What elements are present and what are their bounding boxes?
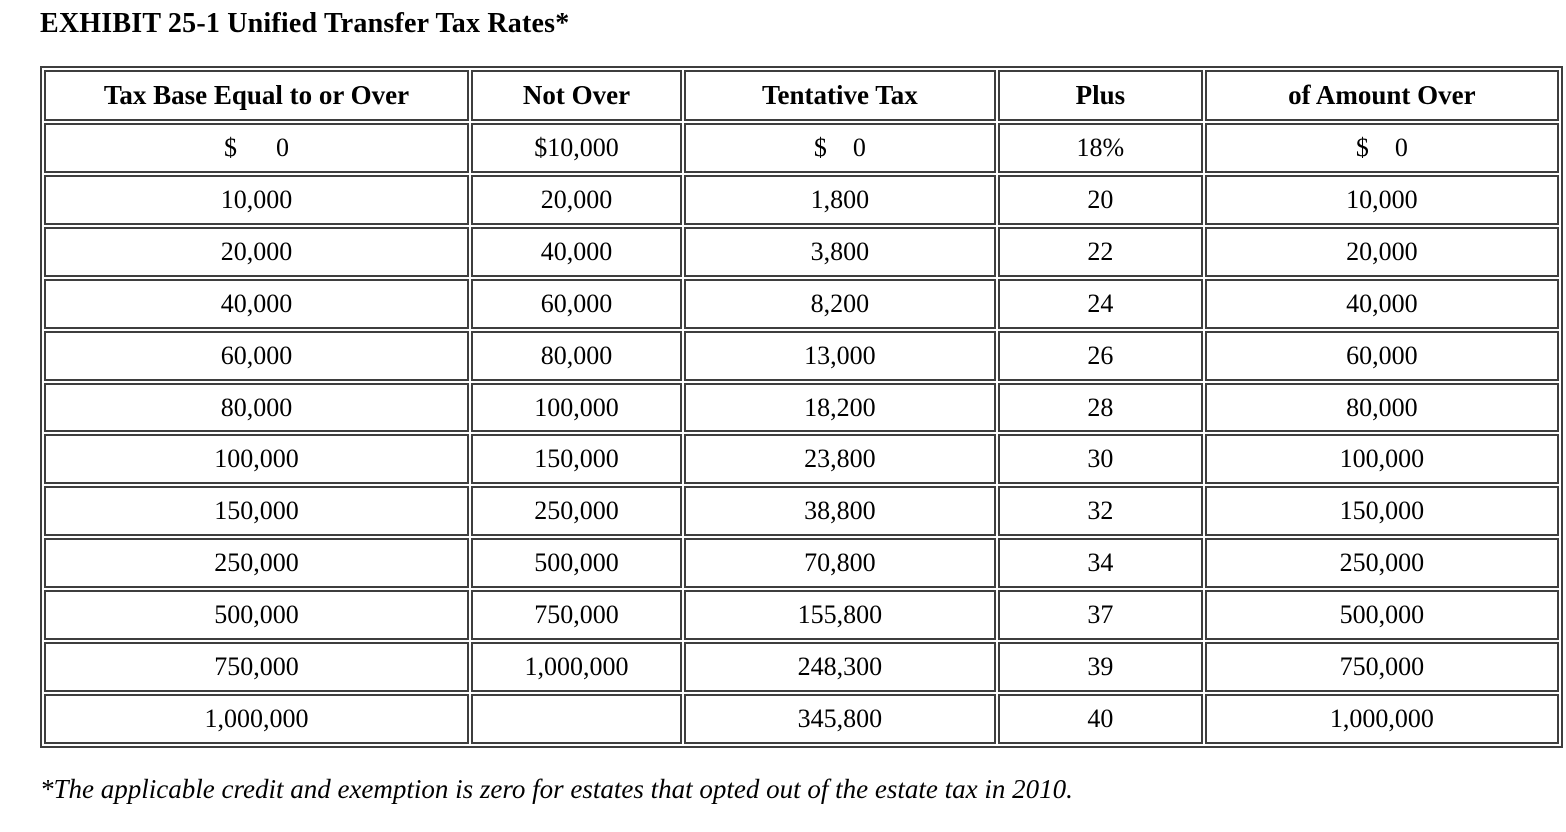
table-cell: 22 bbox=[997, 226, 1203, 277]
table-cell: 20 bbox=[997, 174, 1203, 225]
column-header-plus: Plus bbox=[997, 70, 1203, 122]
table-cell: 40,000 bbox=[1204, 278, 1559, 329]
table-cell: 100,000 bbox=[470, 382, 682, 433]
table-cell: 23,800 bbox=[683, 434, 996, 485]
table-row: 500,000 750,000 155,800 37 500,000 bbox=[44, 590, 1559, 640]
table-row: $ 0 $10,000 $ 0 18% $ 0 bbox=[44, 123, 1559, 173]
table-cell: 60,000 bbox=[470, 278, 682, 329]
table-cell: 100,000 bbox=[44, 434, 469, 485]
table-cell: 80,000 bbox=[44, 382, 469, 433]
table-cell: 345,800 bbox=[683, 693, 996, 744]
table-cell: 37 bbox=[997, 590, 1203, 640]
table-cell: 150,000 bbox=[1204, 486, 1559, 537]
table-cell: 60,000 bbox=[1204, 330, 1559, 381]
table-cell: 18% bbox=[997, 123, 1203, 173]
table-cell: 750,000 bbox=[470, 590, 682, 640]
table-row: 60,000 80,000 13,000 26 60,000 bbox=[44, 330, 1559, 381]
table-cell: 18,200 bbox=[683, 382, 996, 433]
table-cell: 80,000 bbox=[470, 330, 682, 381]
table-cell: $ 0 bbox=[1204, 123, 1559, 173]
table-cell: 80,000 bbox=[1204, 382, 1559, 433]
exhibit-title: EXHIBIT 25-1 Unified Transfer Tax Rates* bbox=[40, 8, 570, 39]
table-cell: 13,000 bbox=[683, 330, 996, 381]
table-row: 80,000 100,000 18,200 28 80,000 bbox=[44, 382, 1559, 433]
table-row: 250,000 500,000 70,800 34 250,000 bbox=[44, 538, 1559, 589]
table-cell: $ 0 bbox=[44, 123, 469, 173]
table-cell: 1,000,000 bbox=[1204, 693, 1559, 744]
table-row: 40,000 60,000 8,200 24 40,000 bbox=[44, 278, 1559, 329]
table-cell: 500,000 bbox=[1204, 590, 1559, 640]
column-header-tentative-tax: Tentative Tax bbox=[683, 70, 996, 122]
table-cell: $ 0 bbox=[683, 123, 996, 173]
table-row: 20,000 40,000 3,800 22 20,000 bbox=[44, 226, 1559, 277]
unified-transfer-tax-rate-table: Tax Base Equal to or Over Not Over Tenta… bbox=[40, 66, 1563, 748]
table-row: 1,000,000 345,800 40 1,000,000 bbox=[44, 693, 1559, 744]
table-cell: 150,000 bbox=[44, 486, 469, 537]
table-cell: 26 bbox=[997, 330, 1203, 381]
table-cell: 10,000 bbox=[1204, 174, 1559, 225]
table-cell: 500,000 bbox=[470, 538, 682, 589]
table-cell: $10,000 bbox=[470, 123, 682, 173]
table-cell: 500,000 bbox=[44, 590, 469, 640]
table-cell: 40,000 bbox=[470, 226, 682, 277]
table-cell: 250,000 bbox=[470, 486, 682, 537]
table-cell: 34 bbox=[997, 538, 1203, 589]
table-cell: 100,000 bbox=[1204, 434, 1559, 485]
table-cell: 39 bbox=[997, 641, 1203, 692]
table-cell: 750,000 bbox=[1204, 641, 1559, 692]
table-cell: 8,200 bbox=[683, 278, 996, 329]
table-cell: 24 bbox=[997, 278, 1203, 329]
header-row: Tax Base Equal to or Over Not Over Tenta… bbox=[44, 70, 1559, 122]
table-row: 750,000 1,000,000 248,300 39 750,000 bbox=[44, 641, 1559, 692]
table-row: 150,000 250,000 38,800 32 150,000 bbox=[44, 486, 1559, 537]
table-cell: 40,000 bbox=[44, 278, 469, 329]
table-cell bbox=[470, 693, 682, 744]
table-cell: 10,000 bbox=[44, 174, 469, 225]
table-cell: 150,000 bbox=[470, 434, 682, 485]
table-cell: 60,000 bbox=[44, 330, 469, 381]
table-row: 100,000 150,000 23,800 30 100,000 bbox=[44, 434, 1559, 485]
table-cell: 750,000 bbox=[44, 641, 469, 692]
footnote: *The applicable credit and exemption is … bbox=[40, 773, 1073, 804]
table-cell: 250,000 bbox=[1204, 538, 1559, 589]
table-cell: 1,800 bbox=[683, 174, 996, 225]
table-cell: 32 bbox=[997, 486, 1203, 537]
table-cell: 70,800 bbox=[683, 538, 996, 589]
table-cell: 38,800 bbox=[683, 486, 996, 537]
table-cell: 20,000 bbox=[44, 226, 469, 277]
column-header-not-over: Not Over bbox=[470, 70, 682, 122]
table-row: 10,000 20,000 1,800 20 10,000 bbox=[44, 174, 1559, 225]
column-header-tax-base: Tax Base Equal to or Over bbox=[44, 70, 469, 122]
table-cell: 155,800 bbox=[683, 590, 996, 640]
table-cell: 250,000 bbox=[44, 538, 469, 589]
table-cell: 28 bbox=[997, 382, 1203, 433]
table-cell: 30 bbox=[997, 434, 1203, 485]
column-header-of-amount-over: of Amount Over bbox=[1204, 70, 1559, 122]
table-cell: 3,800 bbox=[683, 226, 996, 277]
table-cell: 248,300 bbox=[683, 641, 996, 692]
table-cell: 1,000,000 bbox=[470, 641, 682, 692]
table-cell: 20,000 bbox=[470, 174, 682, 225]
table-cell: 1,000,000 bbox=[44, 693, 469, 744]
table-cell: 40 bbox=[997, 693, 1203, 744]
table-cell: 20,000 bbox=[1204, 226, 1559, 277]
